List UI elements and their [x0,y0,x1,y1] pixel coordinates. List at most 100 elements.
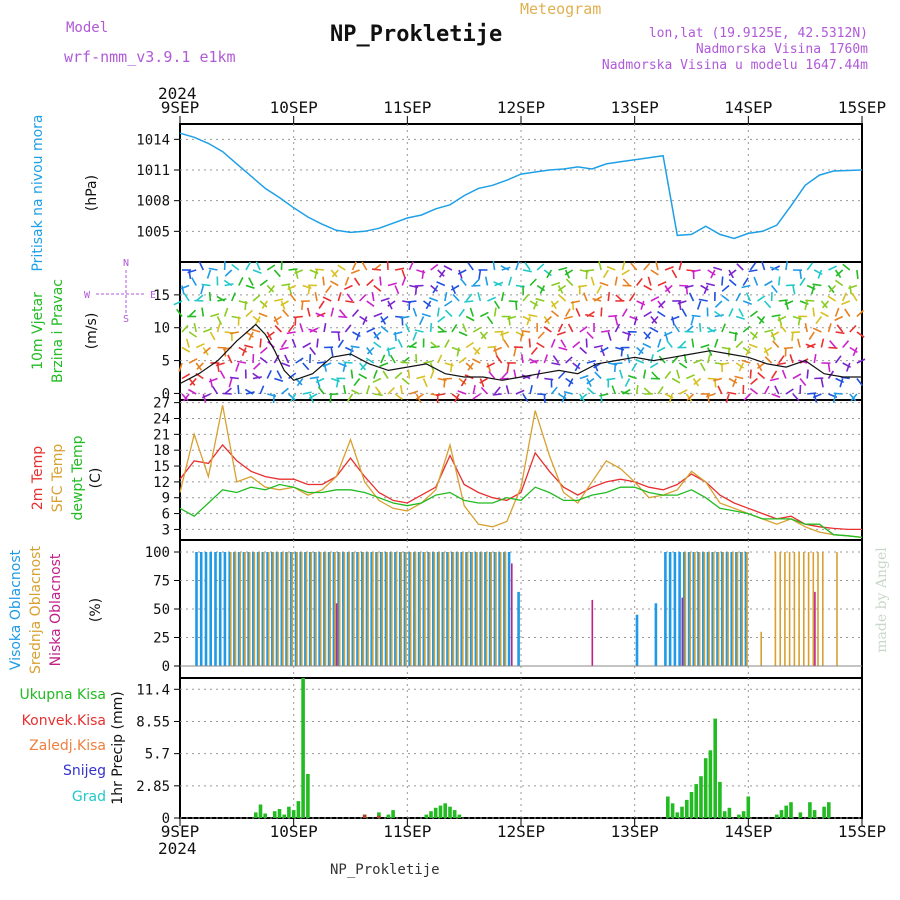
wind-arrow [423,300,432,308]
wind-arrow [849,324,857,333]
wind-arrow [358,373,368,380]
wind-arrow [380,354,386,364]
mid_cloud-bar [495,552,497,666]
wind-arrow [668,393,673,403]
precip-total-bar [670,803,675,818]
mid_cloud-bar [428,552,431,666]
wind-arrow [557,371,566,380]
wind-arrow [314,292,318,302]
mid_cloud-bar [239,552,241,666]
wind-arrow [700,344,710,349]
wind-arrow [309,376,319,380]
high_cloud-bar [370,552,373,666]
mid_cloud-bar [793,552,796,666]
wind-arrow [593,295,603,302]
wind-arrow [764,356,773,364]
wind-arrow [173,300,183,306]
wind-arrow [442,377,453,380]
wind-arrow [194,299,204,302]
wind-arrow [371,291,375,302]
wind-arrow [462,323,467,333]
precip-total-bar [779,810,784,818]
mid_cloud-bar [736,552,739,666]
wind-arrow [528,338,531,348]
wind-arrow [259,338,262,348]
precip-legend-precip_frozen: Zaledj.Kisa [29,738,106,754]
high_cloud-bar [214,552,217,666]
wind-arrow [539,285,546,294]
wind-arrow [281,362,291,367]
wind-arrow [273,315,282,323]
x-tick-label-bottom: 14SEP [724,822,772,841]
wind-arrow [812,327,822,333]
x-year-label-bottom: 2024 [158,839,197,858]
high_cloud-bar [233,552,236,666]
wind-arrow [181,373,191,380]
wind-arrow [464,300,474,303]
wind-arrow [244,388,254,395]
wind-arrow [507,315,517,320]
wind-arrow [756,315,765,324]
high_cloud-bar [327,552,331,666]
mid_cloud-bar [334,552,336,666]
wind-arrow-field [173,260,866,404]
wind-arrow [806,262,814,271]
wind-arrow [721,323,727,333]
wind-arrow [763,385,770,395]
mid_cloud-bar [391,552,393,666]
mid_cloud-bar [689,552,691,666]
wind-arrow [529,385,533,395]
wind-arrow [777,316,783,326]
mid_cloud-bar [315,552,317,666]
wind-arrow [560,339,567,348]
mid_cloud-bar [684,552,687,666]
mid_cloud-bar [353,552,355,666]
mid_cloud-bar [788,552,791,666]
mid_cloud-bar [803,552,805,666]
wind-arrow [820,300,828,309]
wind-arrow [503,339,510,348]
wind-arrow [586,331,594,339]
wind-arrow [227,354,233,364]
high_cloud-bar [664,552,667,666]
wind-arrow [579,346,588,355]
high_cloud-bar [242,552,246,666]
wind-arrow [231,263,240,271]
wind-arrow [255,261,261,271]
wind-arrow [558,393,567,400]
wind-arrow [258,312,268,318]
wind-arrow [181,285,185,295]
wind-arrow [290,393,297,402]
mid_cloud-bar [807,552,810,666]
mid_cloud-bar [447,552,450,666]
wind-arrow [526,316,531,326]
wind-arrow [778,299,788,302]
wind-arrow [528,358,538,364]
wind-arrow [599,393,609,397]
temp2m-axis-label: 2m Temp [30,446,46,510]
x-tick-label-top: 14SEP [724,98,772,117]
wind-arrow [176,308,183,317]
wind-arrow [465,362,474,370]
wind-arrow [761,261,766,271]
wind-arrow [642,342,652,349]
x-tick-label-top: 12SEP [497,98,545,117]
wind-arrow [703,285,709,295]
high_cloud-bar [271,552,274,666]
wind-arrow [484,276,489,286]
wind-arrow [331,269,339,278]
wind-arrow [735,340,744,349]
precip-total-bar [713,718,717,818]
wind-arrow [749,369,752,379]
wind-arrow [631,362,638,372]
wind-arrow [691,338,695,348]
mid_cloud-bar [424,552,426,666]
wind-arrow [353,277,361,286]
precip-legend-precip_conv: Konvek.Kisa [22,713,106,729]
mid_cloud-bar [727,552,729,666]
wind-arrow [772,340,780,349]
mid_cloud-bar [741,552,744,666]
wind-arrow [657,310,666,318]
mid_cloud-bar [471,552,474,666]
temp2m-series-line [179,443,862,531]
